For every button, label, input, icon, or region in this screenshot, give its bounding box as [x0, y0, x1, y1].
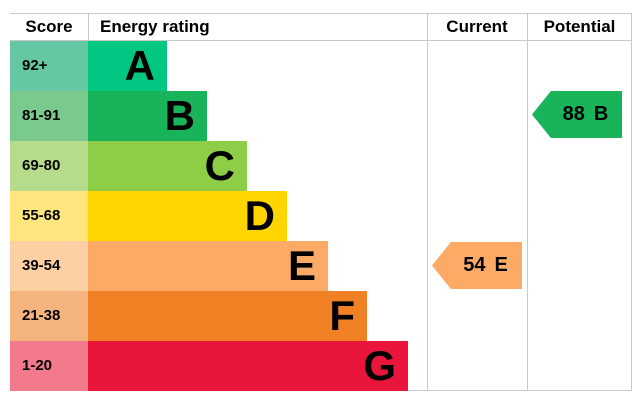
- band-row-b: 81-91 B: [10, 91, 632, 141]
- energy-cell-d: D: [88, 191, 427, 241]
- band-bar-c: C: [88, 141, 247, 191]
- score-column-divider: [88, 13, 89, 40]
- potential-rating-letter: B: [593, 103, 609, 125]
- band-letter-g: G: [363, 342, 396, 389]
- band-row-g: 1-20 G: [10, 341, 632, 391]
- band-bar-a: A: [88, 41, 167, 91]
- table-right-border: [631, 13, 632, 391]
- score-range-f: 21-38: [10, 291, 88, 341]
- score-range-c: 69-80: [10, 141, 88, 191]
- energy-rating-column-header: Energy rating: [100, 17, 210, 36]
- energy-cell-b: B: [88, 91, 427, 141]
- band-bar-g: G: [88, 341, 408, 391]
- band-letter-c: C: [204, 142, 235, 189]
- energy-cell-g: G: [88, 341, 427, 391]
- band-row-f: 21-38 F: [10, 291, 632, 341]
- table-top-border: [10, 13, 632, 14]
- band-bar-b: B: [88, 91, 207, 141]
- score-range-g: 1-20: [10, 341, 88, 391]
- energy-cell-a: A: [88, 41, 427, 91]
- score-range-a: 92+: [10, 41, 88, 91]
- epc-table: Score Energy rating Current Potential 92…: [10, 13, 632, 391]
- current-column-divider: [427, 13, 428, 391]
- band-bar-e: E: [88, 241, 328, 291]
- score-range-d: 55-68: [10, 191, 88, 241]
- band-bar-d: D: [88, 191, 287, 241]
- band-letter-b: B: [164, 92, 195, 139]
- score-range-b: 81-91: [10, 91, 88, 141]
- band-row-c: 69-80 C: [10, 141, 632, 191]
- current-rating-arrow: 54 E: [432, 242, 522, 289]
- energy-cell-c: C: [88, 141, 427, 191]
- energy-cell-e: E: [88, 241, 427, 291]
- band-letter-a: A: [124, 42, 155, 89]
- potential-column-divider: [527, 13, 528, 391]
- potential-rating-value: 88: [562, 103, 585, 125]
- potential-rating-arrow: 88 B: [532, 91, 622, 138]
- current-rating-value: 54: [463, 254, 486, 276]
- energy-cell-f: F: [88, 291, 427, 341]
- score-range-e: 39-54: [10, 241, 88, 291]
- band-letter-e: E: [287, 242, 316, 289]
- band-row-e: 39-54 E: [10, 241, 632, 291]
- band-bar-f: F: [88, 291, 367, 341]
- band-letter-f: F: [329, 292, 355, 339]
- band-row-d: 55-68 D: [10, 191, 632, 241]
- header-bottom-border: [10, 40, 632, 41]
- potential-column-header: Potential: [543, 17, 616, 36]
- band-row-a: 92+ A: [10, 41, 632, 91]
- current-column-header: Current: [446, 17, 508, 36]
- band-letter-d: D: [244, 192, 275, 239]
- current-rating-letter: E: [494, 254, 508, 276]
- header-row: Score Energy rating Current Potential: [10, 14, 632, 40]
- band-rows: 92+ A 81-91 B 69-80: [10, 41, 632, 391]
- score-column-header: Score: [25, 17, 73, 36]
